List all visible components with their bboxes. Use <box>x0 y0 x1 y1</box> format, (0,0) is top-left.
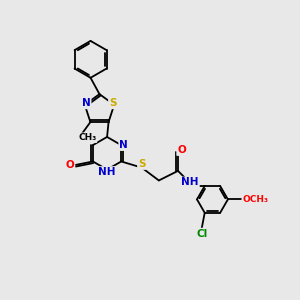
Text: OCH₃: OCH₃ <box>242 195 268 204</box>
Text: CH₃: CH₃ <box>78 133 97 142</box>
Text: S: S <box>138 159 146 169</box>
Text: N: N <box>82 98 91 108</box>
Text: O: O <box>66 160 74 170</box>
Text: NH: NH <box>182 177 199 188</box>
Text: NH: NH <box>98 167 116 177</box>
Text: Cl: Cl <box>196 229 207 238</box>
Text: S: S <box>109 98 116 108</box>
Text: O: O <box>177 145 186 155</box>
Text: N: N <box>119 140 128 150</box>
